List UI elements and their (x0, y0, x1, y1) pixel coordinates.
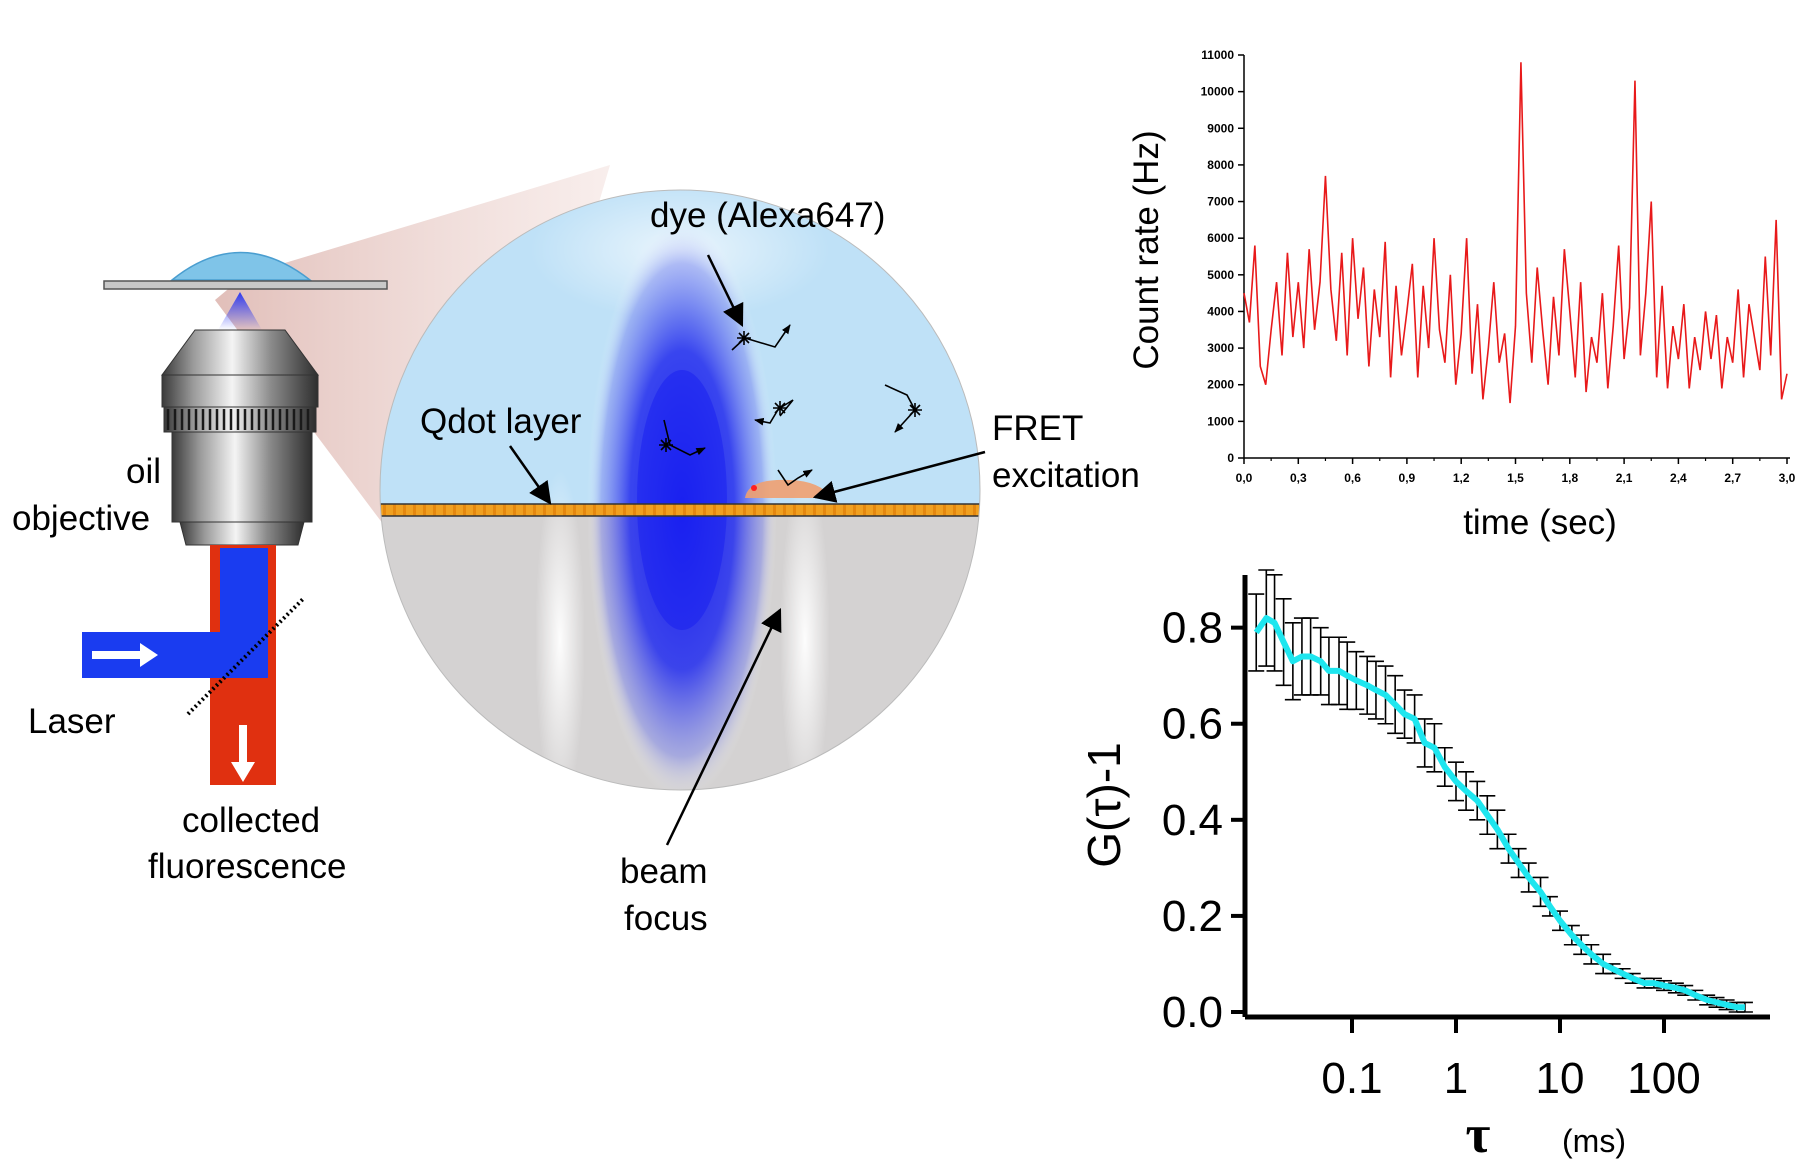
chart1-ytick-label: 0 (1227, 451, 1234, 465)
chart1-xtick-label: 2,4 (1670, 471, 1687, 485)
dye-molecules (659, 324, 922, 487)
chart1-ylabel: Count rate (Hz) (1127, 130, 1166, 369)
chart1-xtick-label: 0,0 (1236, 471, 1253, 485)
count-rate-chart: 0 1000 2000 3000 4000 5000 6000 7000 8000 9000 100… (1127, 48, 1796, 542)
chart1-ytick-label: 10000 (1201, 85, 1235, 99)
chart1-xtick-label: 0,9 (1399, 471, 1416, 485)
fcs-curve (1253, 615, 1745, 1011)
chart2-xtick-label: 1 (1444, 1054, 1468, 1103)
objective-base (179, 521, 305, 546)
objective-body (171, 431, 313, 523)
label-qdot-layer: Qdot layer (420, 402, 582, 441)
chart2-ylabel: G(τ)-1 (1078, 742, 1130, 868)
label-excitation: excitation (992, 456, 1140, 495)
immersion-oil-drop (169, 251, 313, 281)
chart2-ytick-label: 0.8 (1162, 604, 1223, 653)
label-fluorescence: fluorescence (148, 847, 346, 886)
chart1-ytick-label: 8000 (1207, 158, 1234, 172)
chart1-ytick-label: 11000 (1201, 48, 1234, 62)
chart2-ytick-label: 0.4 (1162, 796, 1223, 845)
fret-arrow (812, 450, 986, 503)
label-focus: focus (624, 899, 708, 938)
chart1-xtick-label: 1,8 (1561, 471, 1578, 485)
beam-focus-arrow (665, 607, 782, 846)
coverslip (103, 280, 388, 290)
dye-arrow (706, 254, 744, 328)
chart1-xtick-label: 2,7 (1724, 471, 1741, 485)
chart1-xlabel: time (sec) (1463, 503, 1617, 542)
label-dye: dye (Alexa647) (650, 196, 885, 235)
label-collected: collected (182, 801, 320, 840)
objective-knurl (163, 406, 317, 433)
fluorescence-arrow-icon (231, 725, 255, 782)
chart2-xtick-label: 0.1 (1321, 1054, 1382, 1103)
label-fret: FRET (992, 409, 1083, 448)
chart1-xtick-label: 1,2 (1453, 471, 1470, 485)
chart1-xtick-label: 0,3 (1290, 471, 1307, 485)
chart2-xtick-label: 10 (1536, 1054, 1585, 1103)
chart2-xtick-label: 100 (1627, 1054, 1700, 1103)
pointer-arrows (508, 254, 986, 846)
chart2-xunit: (ms) (1562, 1123, 1626, 1159)
excitation-cone (218, 292, 262, 330)
chart2-ytick-label: 0.0 (1162, 988, 1223, 1037)
qdot-layer (380, 503, 980, 517)
chart1-xtick-label: 1,5 (1507, 471, 1524, 485)
laser-arrow-icon (92, 643, 158, 667)
label-laser: Laser (28, 702, 116, 741)
chart1-xtick-label: 3,0 (1779, 471, 1796, 485)
qdot-arrow (508, 445, 552, 505)
chart1-ytick-label: 2000 (1207, 378, 1234, 392)
chart1-ytick-label: 5000 (1207, 268, 1234, 282)
chart1-ytick-label: 9000 (1207, 121, 1234, 135)
chart1-xtick-label: 2,1 (1616, 471, 1633, 485)
chart2-ytick-label: 0.2 (1162, 892, 1223, 941)
chart1-ytick-label: 3000 (1207, 341, 1234, 355)
objective-assembly (103, 251, 388, 546)
objective-band (161, 374, 319, 408)
chart2-ytick-label: 0.6 (1162, 700, 1223, 749)
label-oil: oil (126, 452, 161, 491)
chart2-xlabel: τ (1466, 1104, 1491, 1164)
count-rate-trace (1243, 62, 1788, 404)
dichroic-mirror (186, 596, 306, 716)
fcs-chart: 0.0 0.2 0.4 0.6 0.8 0.1 1 10 100 τ (ms) G(τ)-1 (1078, 569, 1770, 1164)
label-objective: objective (12, 499, 150, 538)
chart1-ytick-label: 7000 (1207, 195, 1234, 209)
chart1-xtick-label: 0,6 (1344, 471, 1361, 485)
dye-star-icon (659, 438, 673, 452)
chart1-ytick-label: 1000 (1207, 414, 1234, 428)
label-beam: beam (620, 852, 708, 891)
chart1-ytick-label: 4000 (1207, 304, 1234, 318)
chart1-ytick-label: 6000 (1207, 231, 1234, 245)
